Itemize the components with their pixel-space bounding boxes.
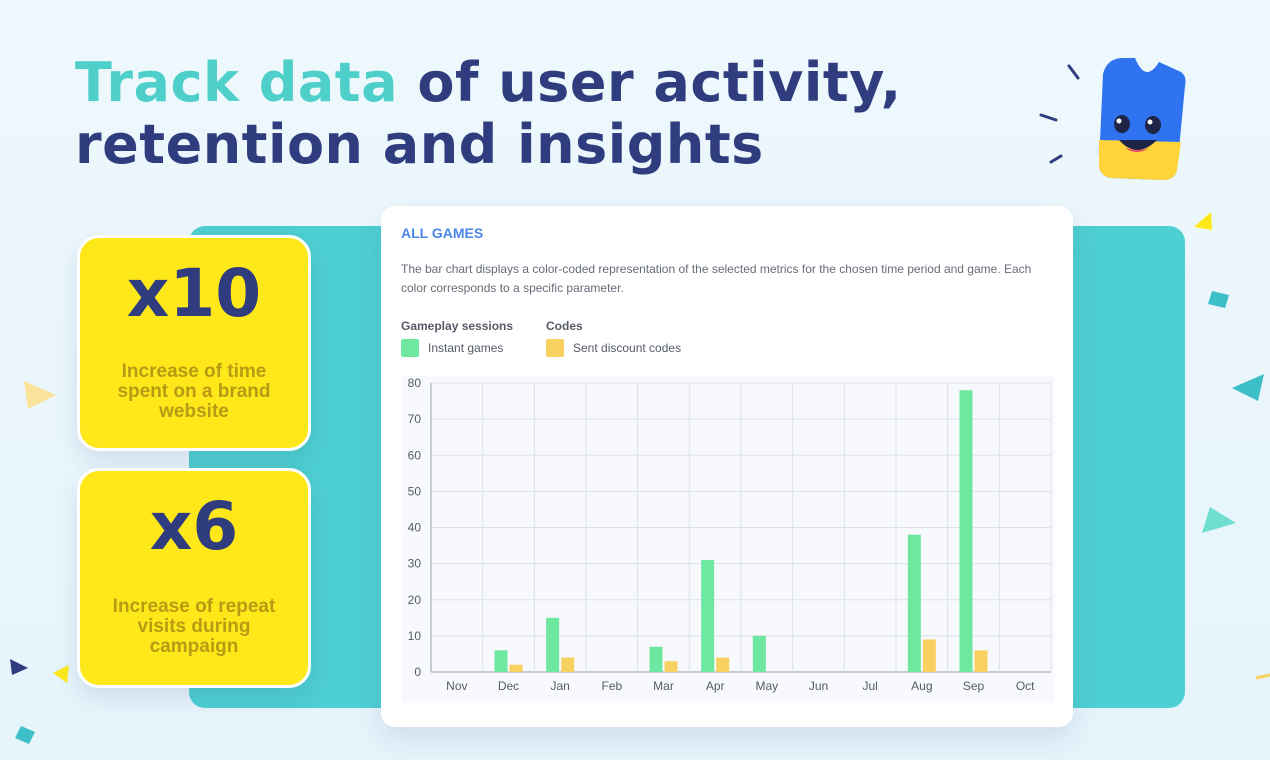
- headline-accent: Track data: [75, 51, 399, 114]
- bar-instant-games: [907, 534, 921, 672]
- bar-sent-discount-codes: [664, 661, 678, 672]
- x-tick-label: Apr: [706, 679, 725, 693]
- legend-item-instant-games[interactable]: Instant games: [401, 339, 513, 357]
- x-tick-label: Oct: [1016, 679, 1035, 693]
- confetti-line-yellow-icon: [1255, 673, 1270, 680]
- confetti-triangle-navy-icon: [10, 659, 28, 675]
- bar-instant-games: [701, 560, 715, 672]
- legend-label: Instant games: [428, 341, 504, 355]
- y-tick-label: 80: [408, 376, 422, 390]
- mascot-icon: [1039, 58, 1186, 180]
- bar-instant-games: [649, 646, 663, 672]
- x-tick-label: Nov: [446, 679, 467, 693]
- legend-group-codes: Codes Sent discount codes: [546, 319, 681, 357]
- y-tick-label: 50: [408, 484, 422, 498]
- legend-item-discount-codes[interactable]: Sent discount codes: [546, 339, 681, 357]
- x-tick-label: Mar: [653, 679, 674, 693]
- legend-swatch: [546, 339, 564, 357]
- headline-line1: of user activity,: [398, 51, 902, 114]
- legend-group-heading: Codes: [546, 319, 583, 333]
- y-tick-label: 0: [414, 665, 421, 679]
- stat-card-time: x10 Increase of time spent on a brand we…: [77, 235, 311, 451]
- stat-value: x6: [149, 488, 239, 565]
- legend-group-gameplay: Gameplay sessions Instant games: [401, 319, 513, 357]
- bar-instant-games: [546, 617, 560, 672]
- stat-value: x10: [126, 255, 262, 332]
- y-tick-label: 10: [408, 629, 422, 643]
- x-tick-label: Feb: [601, 679, 622, 693]
- bar-sent-discount-codes: [974, 650, 988, 672]
- bar-instant-games: [494, 650, 508, 672]
- bar-sent-discount-codes: [561, 657, 575, 672]
- y-tick-label: 60: [408, 448, 422, 462]
- bar-sent-discount-codes: [922, 639, 936, 672]
- chart-plot-area: 0 10 20 30 40 50 60 70 80 Nov Dec Jan Feb Mar Apr May Ju…: [401, 376, 1055, 703]
- stat-description: Increase of repeat visits during campaig…: [112, 596, 276, 657]
- chart-description: The bar chart displays a color-coded rep…: [401, 262, 1032, 295]
- legend-group-heading: Gameplay sessions: [401, 319, 514, 333]
- legend-label: Sent discount codes: [573, 341, 682, 355]
- bar-instant-games: [752, 635, 766, 672]
- x-tick-label: May: [755, 679, 778, 693]
- chart-card: ALL GAMES The bar chart displays a color…: [381, 206, 1073, 727]
- x-tick-label: Jul: [862, 679, 877, 693]
- bar-sent-discount-codes: [716, 657, 730, 672]
- x-tick-label: Dec: [498, 679, 519, 693]
- headline-line2: retention and insights: [75, 113, 764, 176]
- headline: Track data of user activity, retention a…: [75, 52, 902, 176]
- x-tick-label: Sep: [963, 679, 985, 693]
- confetti-triangle-teal-icon: [1232, 374, 1264, 401]
- y-tick-label: 70: [408, 412, 422, 426]
- x-tick-label: Jan: [550, 679, 569, 693]
- x-tick-label: Aug: [911, 679, 932, 693]
- x-tick-label: Jun: [809, 679, 828, 693]
- confetti-square-teal-small-icon: [15, 726, 35, 744]
- stat-card-visits: x6 Increase of repeat visits during camp…: [77, 468, 311, 688]
- legend-swatch: [401, 339, 419, 357]
- stat-description: Increase of time spent on a brand websit…: [117, 361, 271, 422]
- bar-chart: 0 10 20 30 40 50 60 70 80 Nov Dec Jan Feb Mar Apr May Ju…: [408, 376, 1052, 693]
- y-tick-label: 40: [408, 521, 422, 535]
- y-tick-label: 30: [408, 557, 422, 571]
- confetti-triangle-mint-icon: [1202, 507, 1236, 533]
- confetti-triangle-yellow-small-icon: [53, 665, 69, 683]
- confetti-square-teal-icon: [1208, 291, 1229, 308]
- chart-title: ALL GAMES: [401, 225, 484, 241]
- y-tick-label: 20: [408, 593, 422, 607]
- bar-sent-discount-codes: [509, 664, 523, 672]
- confetti-triangle-pale-icon: [24, 381, 56, 409]
- confetti-triangle-yellow-icon: [1194, 212, 1212, 230]
- bar-instant-games: [959, 390, 973, 672]
